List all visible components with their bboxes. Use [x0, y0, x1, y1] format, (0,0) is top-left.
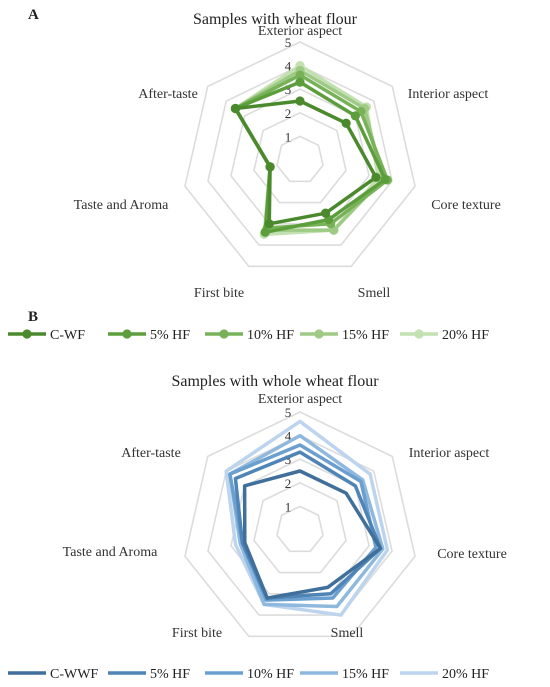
axis-label: Taste and Aroma: [63, 545, 158, 560]
series-1: [230, 96, 381, 229]
chart-wheat-flour: Samples with wheat flour 1 2 3 4 5 Exterior …: [8, 11, 501, 343]
legend-label: 20% HF: [442, 667, 489, 682]
tick-labels: 1 2 3 4 5: [285, 35, 292, 144]
legend-item: 15% HF: [300, 667, 389, 682]
legend-item: 10% HF: [205, 667, 294, 682]
series-layer: [230, 61, 393, 240]
chart-title: Samples with wheat flour: [193, 11, 358, 28]
series-line: [224, 419, 390, 617]
data-point: [260, 227, 270, 237]
legend-item: 20% HF: [400, 667, 489, 682]
axis-label: Interior aspect: [409, 446, 490, 461]
series-2: [233, 450, 383, 600]
axis-label: Exterior aspect: [258, 24, 342, 39]
legend: C-WF 5% HF 10% HF 15% HF 20% HF: [8, 328, 489, 343]
axis-label: First bite: [194, 286, 244, 301]
legend-marker: [414, 329, 424, 339]
axis-label: Smell: [331, 626, 364, 641]
legend-item: C-WWF: [8, 667, 98, 682]
tick-label: 1: [285, 129, 292, 144]
axis-label: Smell: [358, 286, 391, 301]
legend-label: 10% HF: [247, 667, 294, 682]
axis-label: Core texture: [437, 547, 507, 562]
tick-label: 3: [285, 82, 292, 97]
legend-label: 15% HF: [342, 328, 389, 343]
data-point: [265, 162, 275, 172]
axis-label: Exterior aspect: [258, 392, 342, 407]
grid-ring: [276, 505, 324, 553]
axis-label: Core texture: [431, 198, 501, 213]
series-line: [228, 443, 378, 602]
grid-ring: [253, 111, 347, 204]
axis-labels: Exterior aspect Interior aspect Core textu…: [63, 392, 507, 641]
tick-label: 4: [285, 59, 292, 74]
grid-ring: [253, 481, 347, 574]
legend-label: 15% HF: [342, 667, 389, 682]
chart-title: Samples with whole wheat flour: [171, 373, 379, 390]
axis-label: Taste and Aroma: [74, 198, 169, 213]
data-point: [341, 118, 351, 128]
legend: C-WWF 5% HF 10% HF 15% HF 20% HF: [8, 667, 489, 682]
grid-ring: [276, 135, 324, 183]
series-layer: [224, 419, 390, 617]
legend-item: 5% HF: [108, 328, 190, 343]
data-point: [295, 96, 305, 106]
data-point: [295, 77, 305, 87]
legend-label: C-WWF: [50, 667, 98, 682]
series-3: [228, 443, 378, 602]
series-line: [233, 450, 383, 600]
series-line: [233, 99, 378, 226]
data-point: [371, 172, 381, 182]
tick-label: 2: [285, 106, 292, 121]
tick-labels: 1 2 3 4 5: [285, 405, 292, 514]
axis-label: Interior aspect: [408, 87, 489, 102]
legend-marker: [219, 329, 229, 339]
legend-item: C-WF: [8, 328, 85, 343]
legend-item: 10% HF: [205, 328, 294, 343]
legend-item: 15% HF: [300, 328, 389, 343]
legend-marker: [122, 329, 132, 339]
tick-label: 5: [285, 35, 292, 50]
panel-letter-a: A: [28, 7, 39, 23]
legend-item: 5% HF: [108, 667, 190, 682]
legend-marker: [314, 329, 324, 339]
legend-label: C-WF: [50, 328, 85, 343]
series-line: [242, 469, 383, 600]
axis-label: After-taste: [138, 87, 198, 102]
data-point: [295, 70, 305, 80]
legend-label: 10% HF: [247, 328, 294, 343]
series-5: [224, 419, 390, 617]
data-point: [350, 111, 360, 121]
grid-ring: [207, 434, 393, 616]
series-1: [242, 469, 383, 600]
axis-label: First bite: [172, 626, 222, 641]
legend-marker: [22, 329, 32, 339]
data-point: [320, 208, 331, 218]
grid-ring: [184, 41, 416, 268]
tick-label: 4: [285, 429, 292, 444]
legend-label: 5% HF: [150, 328, 190, 343]
grid-ring: [207, 64, 393, 246]
axis-label: After-taste: [121, 446, 181, 461]
legend-item: 20% HF: [400, 328, 489, 343]
data-point: [230, 103, 241, 114]
legend-label: 20% HF: [442, 328, 489, 343]
chart-whole-wheat-flour: Samples with whole wheat flour 1 2 3 4 5 Ext…: [8, 373, 507, 682]
tick-label: 5: [285, 405, 292, 420]
panel-letter-b: B: [28, 309, 38, 325]
legend-label: 5% HF: [150, 667, 190, 682]
axis-labels: Exterior aspect Interior aspect Core textu…: [74, 24, 501, 301]
tick-label: 3: [285, 452, 292, 467]
tick-label: 2: [285, 476, 292, 491]
data-point: [264, 219, 274, 229]
data-point: [380, 174, 390, 185]
tick-label: 1: [285, 499, 292, 514]
grid-ring: [184, 411, 416, 638]
